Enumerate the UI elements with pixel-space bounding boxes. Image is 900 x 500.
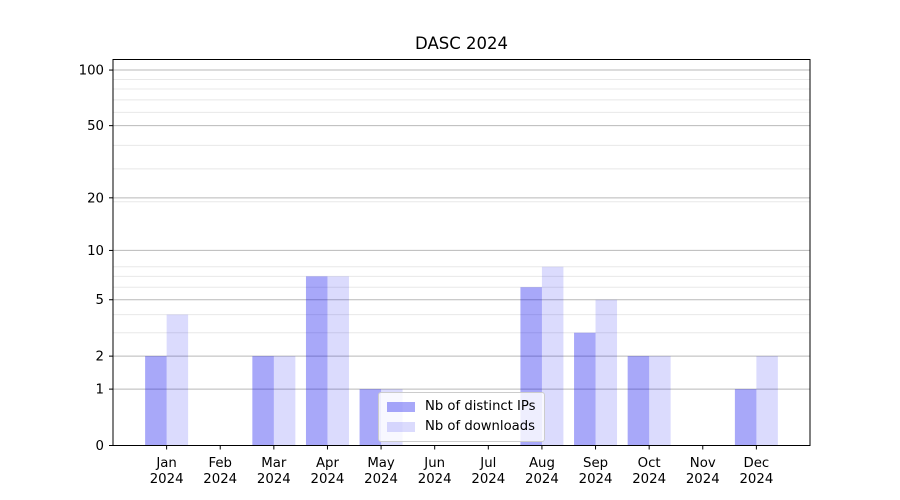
x-tick-label-year: 2024 [203, 472, 237, 487]
bar-downloads-oct [649, 356, 671, 446]
bar-distinct-ips-sep [574, 332, 596, 446]
legend: Nb of distinct IPs Nb of downloads [378, 392, 545, 442]
x-tick-label-month: Jun [423, 456, 445, 471]
x-tick-label-year: 2024 [739, 472, 773, 487]
chart-title: DASC 2024 [415, 34, 508, 53]
x-tick-label-month: Nov [690, 456, 716, 471]
legend-swatch-downloads [387, 422, 415, 432]
x-tick-label-month: Aug [529, 456, 555, 471]
bar-downloads-mar [273, 356, 296, 446]
y-tick-label: 5 [96, 293, 104, 308]
bar-downloads-aug [541, 266, 564, 446]
bar-distinct-ips-apr [305, 276, 328, 446]
x-tick-label-month: Oct [638, 456, 661, 471]
x-tick-label-month: Feb [208, 456, 232, 471]
x-tick-label-year: 2024 [257, 472, 291, 487]
y-tick-label: 0 [96, 439, 104, 454]
y-tick-label: 1 [96, 383, 104, 398]
plot-frame [112, 59, 811, 446]
x-tick-label-year: 2024 [471, 472, 505, 487]
bar-distinct-ips-oct [627, 356, 650, 446]
legend-label-downloads: Nb of downloads [425, 419, 535, 434]
x-tick-label-year: 2024 [632, 472, 666, 487]
bar-distinct-ips-may [359, 389, 382, 446]
x-tick-label-month: May [367, 456, 395, 471]
bar-downloads-sep [595, 299, 618, 446]
legend-row-downloads: Nb of downloads [386, 417, 538, 437]
y-tick-label: 10 [87, 244, 104, 259]
legend-row-distinct-ips: Nb of distinct IPs [386, 397, 538, 417]
bar-distinct-ips-mar [252, 356, 274, 446]
x-tick-label-month: Mar [261, 456, 287, 471]
x-tick-label-year: 2024 [311, 472, 345, 487]
x-tick-label-year: 2024 [418, 472, 452, 487]
bar-distinct-ips-dec [734, 389, 757, 446]
x-tick-label-year: 2024 [364, 472, 398, 487]
bar-downloads-dec [756, 356, 778, 446]
x-tick-label-year: 2024 [525, 472, 559, 487]
x-tick-label-month: Apr [316, 456, 340, 471]
x-tick-label-month: Jul [479, 456, 496, 471]
bar-downloads-jan [166, 314, 189, 446]
bar-distinct-ips-jan [145, 356, 167, 446]
x-tick-label-month: Jan [155, 456, 177, 471]
y-tick-label: 20 [87, 191, 104, 206]
x-tick-label-year: 2024 [686, 472, 720, 487]
x-tick-label-year: 2024 [579, 472, 613, 487]
y-tick-label: 50 [87, 119, 104, 134]
y-tick-label: 100 [79, 64, 104, 79]
x-tick-label-month: Dec [744, 456, 770, 471]
legend-swatch-distinct-ips [387, 402, 415, 412]
legend-label-distinct-ips: Nb of distinct IPs [425, 399, 536, 414]
x-tick-label-month: Sep [583, 456, 608, 471]
y-tick-label: 2 [96, 350, 104, 365]
bar-downloads-apr [327, 276, 349, 446]
x-tick-label-year: 2024 [150, 472, 184, 487]
